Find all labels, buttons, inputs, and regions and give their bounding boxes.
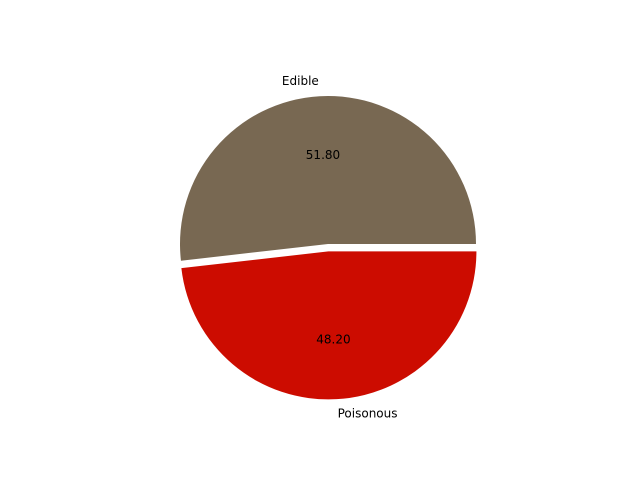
pie-slices xyxy=(180,96,477,400)
slice-label-poisonous: Poisonous xyxy=(338,406,398,420)
pie-labels: Edible 51.80 Poisonous 48.20 xyxy=(282,74,398,420)
pct-label-edible: 51.80 xyxy=(306,148,340,162)
pct-label-poisonous: 48.20 xyxy=(316,333,350,347)
pie-slice-poisonous xyxy=(181,251,477,400)
pie-slice-edible xyxy=(180,96,476,261)
slice-label-edible: Edible xyxy=(282,74,319,88)
